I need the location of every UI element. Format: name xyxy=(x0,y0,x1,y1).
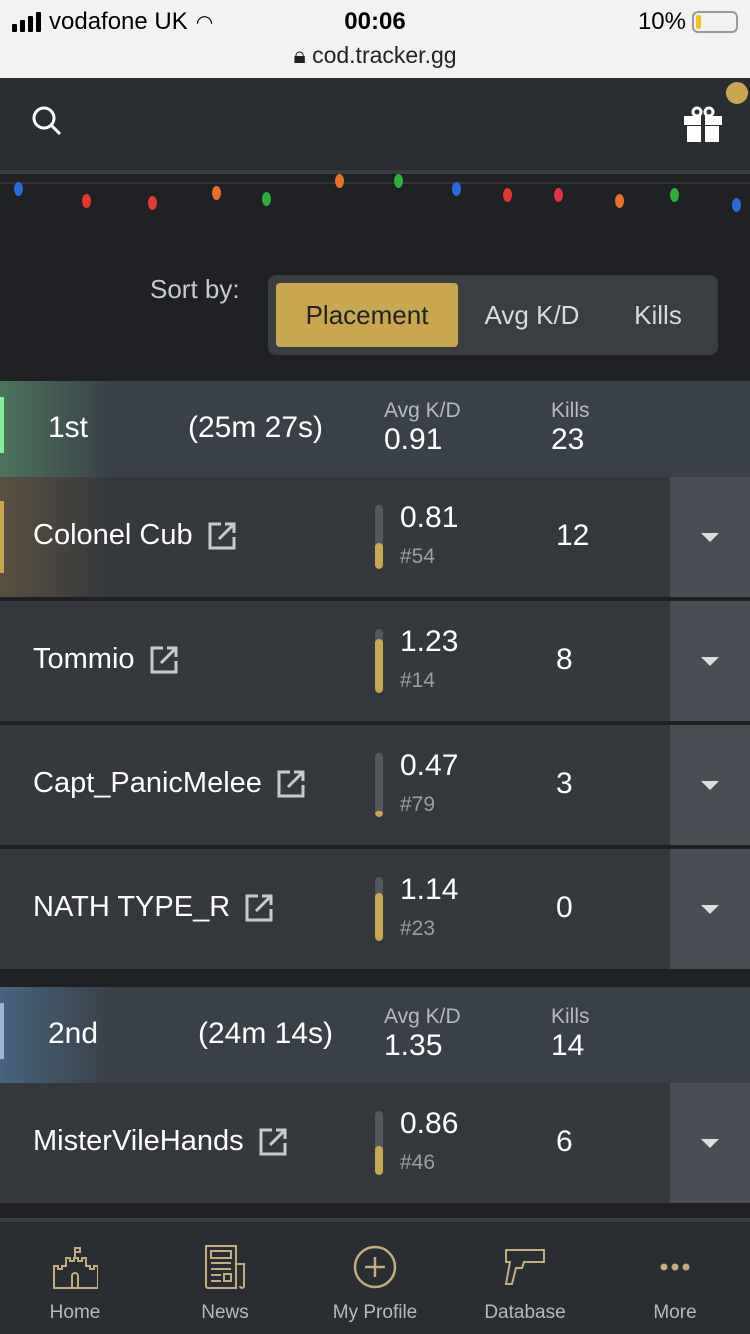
kd-bar xyxy=(375,753,383,817)
kills-label: Kills xyxy=(551,1005,590,1028)
chevron-down-icon xyxy=(701,780,719,790)
nav-database[interactable]: Database xyxy=(450,1222,600,1334)
player-row: Tommio 1.23 #14 8 xyxy=(0,601,750,721)
player-kd: 1.14 xyxy=(400,873,459,906)
nav-label: More xyxy=(653,1302,697,1323)
avg-kd-label: Avg K/D xyxy=(384,399,461,422)
sort-placement-button[interactable]: Placement xyxy=(276,283,458,347)
carrier: vodafone UK ◠ xyxy=(12,8,213,36)
player-kd: 0.81 xyxy=(400,501,459,534)
external-link-icon[interactable] xyxy=(207,521,237,551)
kd-bar xyxy=(375,629,383,693)
player-kd-rank: #14 xyxy=(400,669,436,692)
team-placement: 2nd xyxy=(48,1017,99,1050)
player-kills: 8 xyxy=(556,643,573,676)
pistol-icon xyxy=(504,1249,545,1285)
clock: 00:06 xyxy=(344,8,406,35)
kd-bar xyxy=(375,1111,383,1175)
castle-icon xyxy=(53,1247,98,1289)
player-kd-rank: #54 xyxy=(400,545,436,568)
nav-label: My Profile xyxy=(332,1302,418,1323)
notification-dot xyxy=(726,82,748,104)
player-kd-rank: #79 xyxy=(400,793,436,816)
kills-label: Kills xyxy=(551,399,590,422)
avg-kd-label: Avg K/D xyxy=(384,1005,461,1028)
kd-bar xyxy=(375,877,383,941)
player-kills: 12 xyxy=(556,519,590,552)
wifi-icon: ◠ xyxy=(195,11,214,34)
player-name[interactable]: MisterVileHands xyxy=(33,1125,244,1157)
avg-kd-value: 0.91 xyxy=(384,423,443,456)
newspaper-icon xyxy=(205,1245,245,1289)
player-row: Colonel Cub 0.81 #54 12 xyxy=(0,477,750,597)
team-survival-time: (25m 27s) xyxy=(188,411,324,444)
player-kd-rank: #46 xyxy=(400,1151,436,1174)
player-kills: 3 xyxy=(556,767,573,800)
team-placement: 1st xyxy=(48,411,89,444)
battery: 10% xyxy=(638,8,738,36)
external-link-icon[interactable] xyxy=(244,893,274,923)
top-bar xyxy=(0,78,750,174)
sort-row: Sort by: xyxy=(0,254,750,384)
chevron-down-icon xyxy=(701,904,719,914)
carrier-name: vodafone UK xyxy=(49,8,188,35)
player-row: NATH TYPE_R 1.14 #23 0 xyxy=(0,849,750,969)
chevron-down-icon xyxy=(701,1138,719,1148)
nav-my-profile[interactable]: My Profile xyxy=(300,1222,450,1334)
player-kd: 0.47 xyxy=(400,749,459,782)
player-name[interactable]: Capt_PanicMelee xyxy=(33,767,262,799)
player-row: Capt_PanicMelee 0.47 #79 3 xyxy=(0,725,750,845)
more-icon xyxy=(660,1263,690,1271)
player-name[interactable]: Tommio xyxy=(33,643,135,675)
kd-bar xyxy=(375,505,383,569)
player-row: MisterVileHands 0.86 #46 6 xyxy=(0,1083,750,1203)
expand-button[interactable] xyxy=(670,725,750,845)
url-text: cod.tracker.gg xyxy=(312,42,457,68)
search-icon[interactable] xyxy=(32,106,62,136)
lock-icon: 🔒︎ xyxy=(293,42,313,68)
kills-value: 14 xyxy=(551,1029,585,1062)
status-bar: vodafone UK ◠ 00:06 🔒︎ cod.tracker.gg 10… xyxy=(0,0,750,78)
bottom-nav: Home News My Profile Database More xyxy=(0,1218,750,1334)
plus-circle-icon xyxy=(353,1245,397,1289)
expand-button[interactable] xyxy=(670,849,750,969)
sort-kills-button[interactable]: Kills xyxy=(634,299,682,330)
url-bar[interactable]: 🔒︎ cod.tracker.gg xyxy=(0,42,750,69)
sort-kd-button[interactable]: Avg K/D xyxy=(484,299,580,330)
player-kd: 0.86 xyxy=(400,1107,459,1140)
external-link-icon[interactable] xyxy=(276,769,306,799)
chevron-down-icon xyxy=(701,656,719,666)
battery-percent: 10% xyxy=(637,8,686,35)
team-survival-time: (24m 14s) xyxy=(198,1017,334,1050)
kills-value: 23 xyxy=(551,423,585,456)
player-name[interactable]: NATH TYPE_R xyxy=(33,891,231,923)
player-kd: 1.23 xyxy=(400,625,459,658)
nav-news[interactable]: News xyxy=(150,1222,300,1334)
avg-kd-value: 1.35 xyxy=(384,1029,443,1062)
chevron-down-icon xyxy=(701,532,719,542)
christmas-lights xyxy=(0,174,750,254)
battery-icon xyxy=(692,11,738,33)
external-link-icon[interactable] xyxy=(258,1127,288,1157)
nav-more[interactable]: More xyxy=(600,1222,750,1334)
nav-home[interactable]: Home xyxy=(0,1222,150,1334)
team-header[interactable]: 1st (25m 27s) Avg K/D 0.91 Kills 23 xyxy=(0,381,750,477)
signal-icon xyxy=(12,12,41,32)
expand-button[interactable] xyxy=(670,1083,750,1203)
sort-toggle-group: Placement Avg K/D Kills xyxy=(268,275,718,355)
expand-button[interactable] xyxy=(670,601,750,721)
player-kd-rank: #23 xyxy=(400,917,436,940)
team-header[interactable]: 2nd (24m 14s) Avg K/D 1.35 Kills 14 xyxy=(0,987,750,1083)
expand-button[interactable] xyxy=(670,477,750,597)
sort-label: Sort by: xyxy=(150,274,240,304)
external-link-icon[interactable] xyxy=(149,645,179,675)
nav-label: Database xyxy=(484,1302,566,1323)
player-kills: 6 xyxy=(556,1125,573,1158)
nav-label: News xyxy=(201,1302,249,1323)
player-name[interactable]: Colonel Cub xyxy=(33,519,193,551)
gift-icon[interactable] xyxy=(682,104,724,144)
nav-label: Home xyxy=(49,1302,101,1323)
player-kills: 0 xyxy=(556,891,573,924)
